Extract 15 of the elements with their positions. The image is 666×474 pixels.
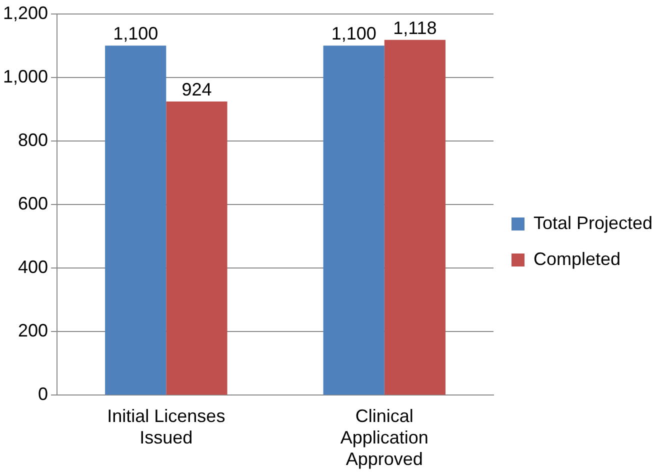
data-label: 1,100	[113, 24, 158, 44]
data-label: 1,118	[393, 18, 437, 38]
data-label: 924	[182, 79, 212, 100]
y-tick-label: 0	[38, 384, 48, 404]
data-label: 1,100	[331, 24, 376, 44]
legend-label: Total Projected	[534, 212, 653, 233]
x-tick-label: Clinical Application Approved	[340, 406, 428, 470]
x-tick-label: Initial Licenses Issued	[107, 406, 226, 448]
y-tick-label: 1,000	[2, 66, 48, 86]
y-tick-label: 1,200	[2, 2, 48, 23]
y-tick-label: 600	[18, 193, 48, 214]
legend-label: Completed	[534, 248, 621, 269]
y-tick-label: 200	[18, 320, 48, 341]
y-tick-label: 400	[18, 257, 48, 278]
y-tick-label: 800	[18, 130, 48, 150]
